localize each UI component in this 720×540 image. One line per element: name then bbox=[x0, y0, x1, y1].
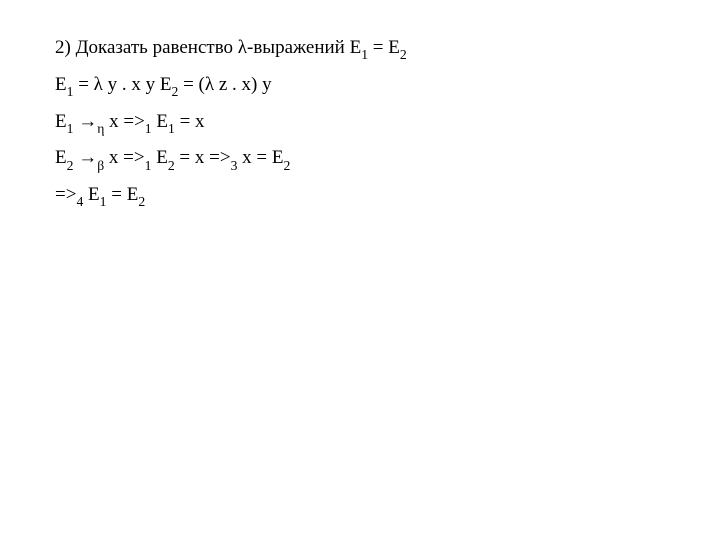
text: 2) Доказать равенство λ-выражений E bbox=[55, 37, 361, 58]
text: = x bbox=[175, 111, 205, 132]
subscript: 4 bbox=[76, 194, 83, 209]
subscript: 2 bbox=[400, 47, 407, 62]
subscript: 3 bbox=[231, 158, 238, 173]
subscript: 1 bbox=[361, 47, 368, 62]
text: = λ y . x y E bbox=[73, 74, 171, 95]
proof-line-4: E2 →β x =>1 E2 = x =>3 x = E2 bbox=[55, 140, 665, 177]
subscript: 2 bbox=[172, 84, 179, 99]
text: = (λ z . x) y bbox=[178, 74, 271, 95]
proof-line-3: E1 →η x =>1 E1 = x bbox=[55, 104, 665, 141]
text: E bbox=[55, 74, 67, 95]
subscript: 2 bbox=[67, 158, 74, 173]
proof-line-1: 2) Доказать равенство λ-выражений E1 = E… bbox=[55, 30, 665, 67]
subscript: η bbox=[97, 121, 104, 136]
subscript: 1 bbox=[67, 121, 74, 136]
subscript: 1 bbox=[100, 194, 107, 209]
text: E bbox=[151, 147, 167, 168]
text: → bbox=[73, 147, 97, 168]
subscript: 1 bbox=[67, 84, 74, 99]
text: x => bbox=[104, 147, 144, 168]
text: => bbox=[55, 184, 76, 205]
subscript: 2 bbox=[138, 194, 145, 209]
text: = x => bbox=[175, 147, 231, 168]
text: E bbox=[55, 147, 67, 168]
text: E bbox=[55, 111, 67, 132]
text: = E bbox=[368, 37, 400, 58]
subscript: 2 bbox=[283, 158, 290, 173]
text: → bbox=[73, 111, 97, 132]
proof-line-5: =>4 E1 = E2 bbox=[55, 177, 665, 214]
text: = E bbox=[106, 184, 138, 205]
subscript: 1 bbox=[145, 121, 152, 136]
text: x => bbox=[104, 111, 144, 132]
text: x = E bbox=[237, 147, 283, 168]
subscript: 2 bbox=[168, 158, 175, 173]
subscript: 1 bbox=[145, 158, 152, 173]
text: E bbox=[83, 184, 99, 205]
subscript: 1 bbox=[168, 121, 175, 136]
text: E bbox=[152, 111, 168, 132]
proof-line-2: E1 = λ y . x y E2 = (λ z . x) y bbox=[55, 67, 665, 104]
subscript: β bbox=[97, 158, 104, 173]
